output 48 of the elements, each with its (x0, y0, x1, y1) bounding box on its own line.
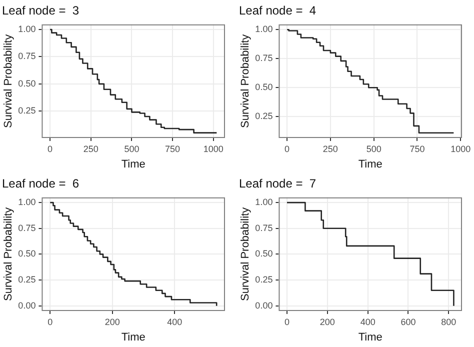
x-tick-label: 1000 (203, 144, 224, 154)
y-tick-label: 0.25 (255, 111, 273, 122)
y-tick-label: 0.50 (255, 82, 273, 92)
y-tick-label: 0.00 (18, 300, 36, 310)
x-tick-label: 750 (165, 144, 180, 154)
x-tick-label: 250 (322, 144, 338, 154)
y-tick-label: 0.75 (255, 53, 273, 64)
x-tick-label: 0 (48, 316, 53, 327)
chart-title: Leaf node = 3 (2, 4, 80, 18)
y-tick-label: 1.00 (18, 24, 36, 34)
y-tick-label: 0.50 (18, 248, 36, 259)
x-tick-label: 400 (167, 316, 182, 327)
y-tick-label: 0.75 (18, 51, 36, 62)
x-axis-title: Time (358, 331, 382, 344)
x-axis-title: Time (121, 331, 146, 344)
x-tick-label: 1000 (450, 144, 471, 154)
y-tick-label: 0.00 (255, 300, 273, 310)
x-tick-label: 0 (284, 316, 290, 327)
y-axis-title: Survival Probability (240, 206, 252, 301)
x-tick-label: 750 (410, 144, 425, 154)
x-tick-label: 500 (366, 144, 382, 154)
y-tick-label: 1.00 (255, 24, 273, 34)
x-tick-label: 200 (104, 316, 120, 327)
y-tick-label: 0.50 (18, 78, 36, 88)
chart-title: Leaf node = 7 (239, 176, 316, 191)
y-axis-title: Survival Probability (2, 206, 15, 301)
y-tick-label: 0.25 (255, 274, 273, 285)
y-axis-title: Survival Probability (2, 34, 15, 128)
y-tick-label: 0.25 (18, 274, 36, 285)
x-tick-label: 400 (360, 316, 376, 327)
y-tick-label: 0.75 (255, 222, 273, 233)
x-tick-label: 800 (441, 316, 456, 327)
x-axis-title: Time (358, 158, 382, 170)
y-tick-label: 0.50 (255, 248, 273, 259)
x-tick-label: 0 (48, 144, 53, 154)
x-axis-title: Time (121, 158, 146, 170)
y-tick-label: 1.00 (255, 197, 273, 208)
y-tick-label: 1.00 (18, 197, 36, 208)
chart-title: Leaf node = 4 (239, 4, 316, 18)
y-tick-label: 0.75 (18, 222, 36, 233)
y-tick-label: 0.25 (18, 106, 36, 116)
x-tick-label: 200 (320, 316, 335, 327)
y-axis-title: Survival Probability (240, 34, 252, 128)
x-tick-label: 500 (124, 144, 140, 154)
x-tick-label: 0 (284, 144, 290, 154)
x-tick-label: 600 (400, 316, 416, 327)
x-tick-label: 250 (83, 144, 98, 154)
chart-title: Leaf node = 6 (2, 176, 80, 191)
